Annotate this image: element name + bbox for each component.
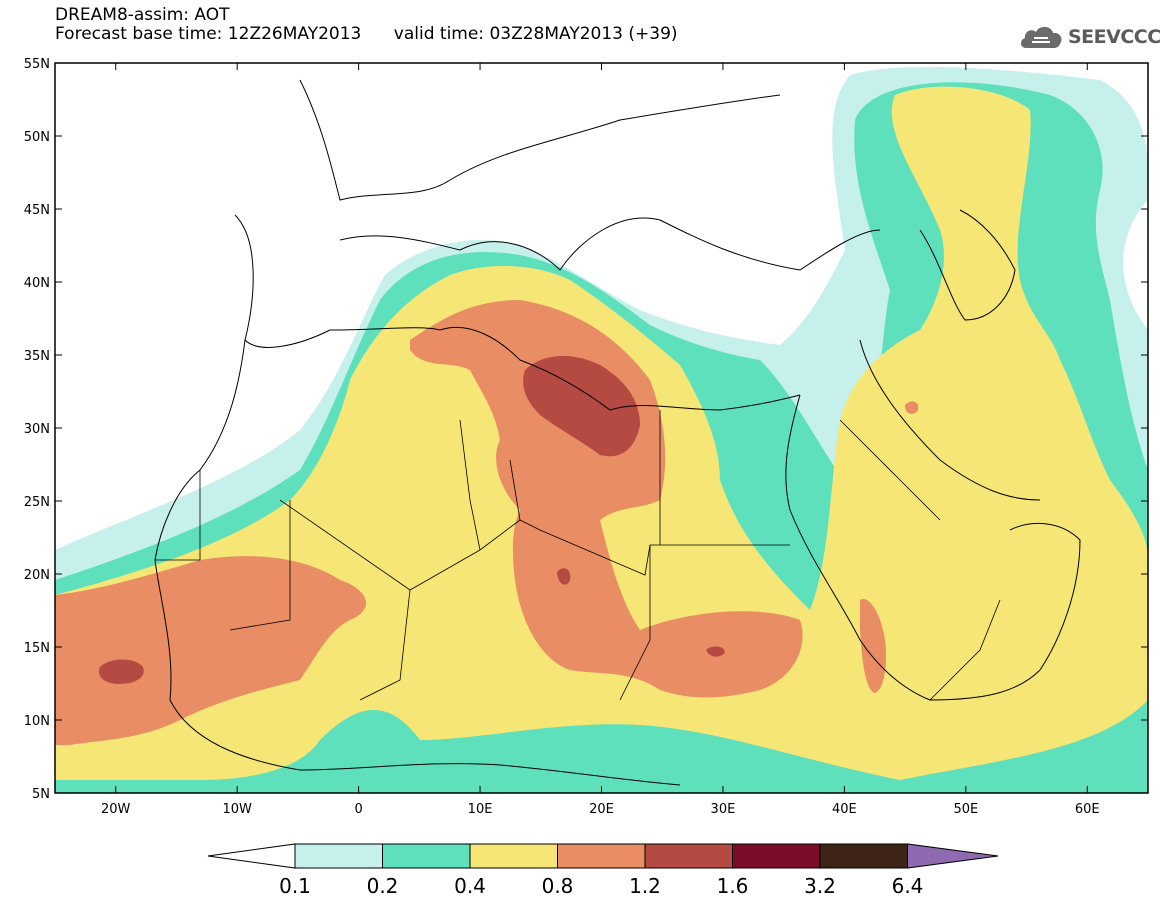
lon-tick-label: 20W [101,802,131,817]
aot-contours [55,66,1148,793]
colorbar-label: 0.2 [367,874,399,898]
lon-tick-label: 0 [354,802,362,817]
colorbar-label: 6.4 [892,874,924,898]
base-time: Forecast base time: 12Z26MAY2013 [55,24,362,44]
colorbar-label: 3.2 [804,874,836,898]
aot-region-0-8-eritrea [860,599,886,693]
colorbar-swatch [732,843,821,869]
borders [155,410,1001,701]
lon-tick-label: 50E [953,802,978,817]
colorbar-swatch [557,843,646,869]
colorbar-label: 0.4 [454,874,486,898]
lat-tick-label: 45N [24,203,50,218]
colorbar-swatch [644,843,733,869]
aot-region-0-8-iraq [904,401,919,414]
colorbar-under-arrow [207,843,296,869]
aot-region-0-8-central [410,300,803,698]
map-header: DREAM8-assim: AOT Forecast base time: 12… [55,6,678,44]
logo-text: SEEVCCC [1068,26,1161,48]
colorbar-swatch [294,843,383,869]
lat-tick-label: 35N [24,349,50,364]
colorbar-swatch [819,843,908,869]
colorbar-swatch [382,843,471,869]
cloud-icon [1020,26,1062,48]
lat-axis: 5N 10N 15N 20N 25N 30N 35N 40N 45N 50N 55N [24,57,1148,802]
colorbar-label: 0.8 [542,874,574,898]
aot-region-1-2-senegal [99,659,144,684]
lon-tick-label: 10E [468,802,493,817]
lat-tick-label: 30N [24,422,50,437]
lat-tick-label: 40N [24,276,50,291]
seevccc-logo: SEEVCCC [1018,24,1161,50]
aot-region-0-8-west [55,556,367,745]
product-title: DREAM8-assim: AOT [55,5,230,25]
lon-tick-label: 10W [222,802,252,817]
lon-tick-label: 60E [1075,802,1100,817]
aot-region-1-2-chad [557,568,571,585]
colorbar-label: 1.2 [629,874,661,898]
time-line: Forecast base time: 12Z26MAY2013 valid t… [55,25,678,44]
lat-tick-label: 20N [24,568,50,583]
aot-region-1-2-sudan [706,646,725,657]
valid-time: valid time: 03Z28MAY2013 (+39) [393,24,678,44]
colorbar-swatch [469,843,558,869]
lon-tick-label: 40E [832,802,857,817]
colorbar-label: 1.6 [717,874,749,898]
colorbar-label: 0.1 [279,874,311,898]
lat-tick-label: 5N [32,787,50,802]
lat-tick-label: 15N [24,641,50,656]
lat-tick-label: 25N [24,495,50,510]
lat-tick-label: 50N [24,130,50,145]
colorbar-over-arrow [907,843,999,869]
lon-tick-label: 30E [711,802,736,817]
lat-tick-label: 10N [24,714,50,729]
lon-tick-label: 20E [589,802,614,817]
lon-axis: 20W 10W 0 10E 20E 30E 40E 50E 60E [101,63,1100,817]
aot-region-1-2-libya [523,355,640,457]
lat-tick-label: 55N [24,57,50,72]
